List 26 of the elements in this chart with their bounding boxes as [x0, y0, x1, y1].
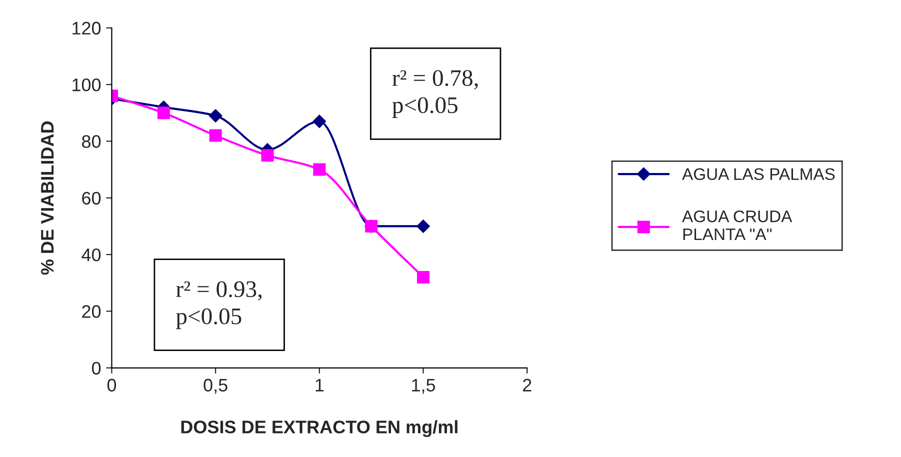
x-tick-label: 0	[107, 378, 116, 392]
point	[313, 163, 326, 176]
point	[157, 106, 170, 120]
y-axis-title: % DE VIABILIDAD	[40, 121, 54, 275]
x-tick-label: 0,5	[204, 378, 228, 394]
x-tick-label: 1	[316, 378, 324, 392]
legend-label: AGUA CRUDA PLANTA "A"	[682, 210, 792, 240]
point	[209, 129, 222, 142]
y-tick-label: 60	[82, 192, 101, 205]
y-tick-label: 100	[72, 78, 101, 92]
y-tick-label: 80	[82, 135, 101, 148]
x-axis-title: DOSIS DE EXTRACTO EN mg/ml	[181, 420, 458, 438]
annotation: r² = 0.78, p<0.05	[392, 70, 478, 118]
y-tick-label: 40	[82, 248, 101, 262]
annotation: r² = 0.93, p<0.05	[176, 281, 262, 330]
y-tick-label: 120	[72, 22, 101, 35]
point	[261, 149, 274, 162]
x-tick-label: 1,5	[412, 378, 436, 394]
point	[312, 114, 326, 128]
legend-label: AGUA LAS PALMAS	[682, 168, 835, 180]
point	[208, 109, 222, 122]
x-tick-label: 2	[522, 378, 532, 392]
y-tick-label: 0	[92, 362, 101, 375]
point	[416, 270, 430, 284]
point	[416, 220, 430, 233]
y-tick-label: 20	[82, 305, 101, 318]
